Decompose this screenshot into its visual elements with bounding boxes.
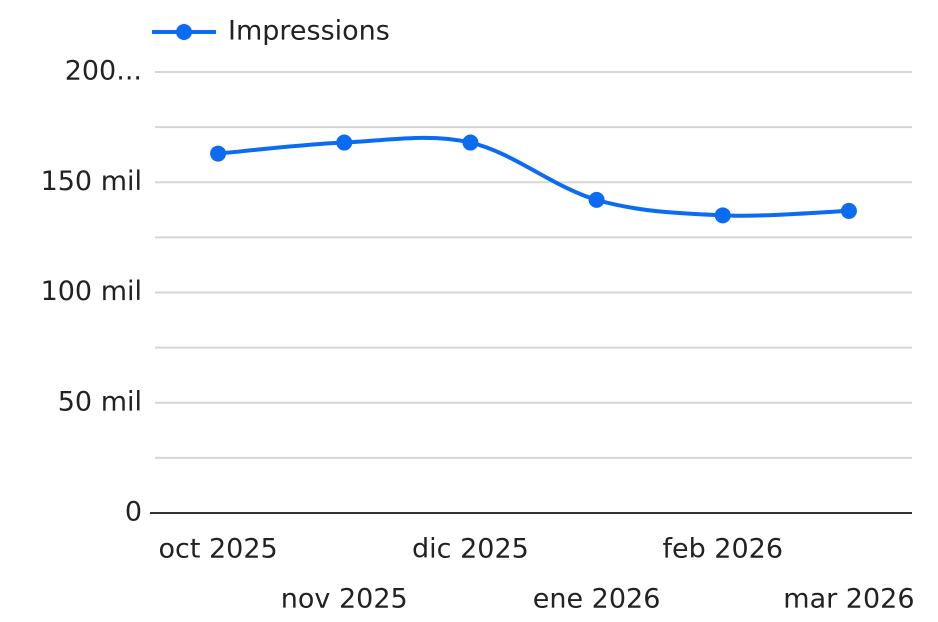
x-tick-label: nov 2025 — [281, 584, 408, 615]
point — [840, 202, 857, 219]
x-tick-label: ene 2026 — [533, 584, 661, 615]
x-tick-label: feb 2026 — [662, 534, 783, 565]
y-tick-label: 200... — [65, 56, 142, 87]
point — [336, 134, 353, 151]
legend-label: Impressions — [228, 16, 390, 47]
point — [210, 145, 227, 162]
x-tick-label: mar 2026 — [783, 584, 914, 615]
point — [714, 207, 731, 224]
y-tick-label: 50 mil — [58, 386, 142, 417]
y-tick-label: 0 — [125, 497, 142, 528]
x-tick-label: oct 2025 — [158, 534, 277, 565]
point — [462, 134, 479, 151]
legend-marker — [176, 24, 192, 40]
line — [217, 135, 849, 218]
y-tick-label: 150 mil — [41, 166, 142, 197]
y-tick-label: 100 mil — [41, 276, 142, 307]
x-tick-label: dic 2025 — [412, 534, 529, 565]
point — [588, 191, 605, 208]
